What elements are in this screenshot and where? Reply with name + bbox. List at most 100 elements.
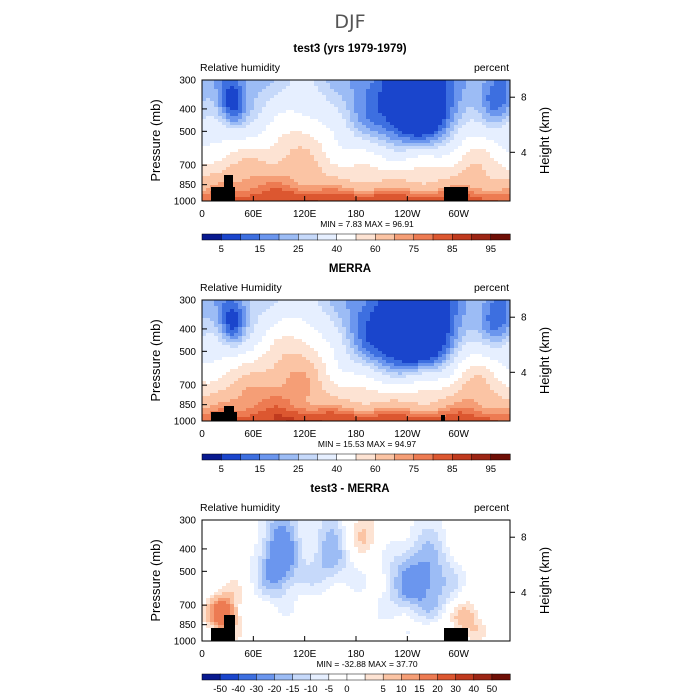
field-cell (422, 158, 427, 162)
field-cell (426, 80, 431, 84)
field-cell (350, 104, 355, 108)
field-cell (326, 101, 331, 105)
field-cell (206, 164, 211, 168)
field-cell (478, 107, 483, 111)
field-cell (378, 164, 383, 168)
field-cell (266, 197, 271, 201)
field-cell (370, 155, 375, 159)
field-cell (354, 131, 359, 135)
field-cell (378, 113, 383, 117)
field-cell (354, 351, 359, 355)
field-cell (466, 107, 471, 111)
field-cell (482, 98, 487, 102)
field-cell (346, 417, 351, 421)
field-cell (386, 146, 391, 150)
field-cell (434, 116, 439, 120)
field-cell (390, 80, 395, 84)
field-cell (354, 348, 359, 352)
field-cell (274, 110, 279, 114)
field-cell (290, 336, 295, 340)
field-cell (366, 327, 371, 331)
field-cell (498, 89, 503, 93)
field-cell (302, 324, 307, 328)
field-cell (426, 98, 431, 102)
field-cell (278, 393, 283, 397)
field-cell (358, 375, 363, 379)
field-cell (230, 387, 235, 391)
field-cell (366, 417, 371, 421)
field-cell (370, 333, 375, 337)
field-cell (318, 110, 323, 114)
field-cell (250, 342, 255, 346)
field-cell (258, 309, 263, 313)
field-cell (258, 80, 263, 84)
field-cell (298, 89, 303, 93)
field-cell (414, 197, 419, 201)
field-cell (274, 360, 279, 364)
field-cell (402, 149, 407, 153)
field-cell (338, 348, 343, 352)
field-cell (478, 95, 483, 99)
field-cell (294, 110, 299, 114)
field-cell (474, 149, 479, 153)
field-cell (402, 80, 407, 84)
field-cell (386, 89, 391, 93)
field-cell (318, 107, 323, 111)
field-cell (262, 318, 267, 322)
field-cell (346, 309, 351, 313)
field-cell (414, 140, 419, 144)
field-cell (458, 143, 463, 147)
field-cell (238, 321, 243, 325)
field-cell (206, 107, 211, 111)
field-cell (362, 143, 367, 147)
field-cell (274, 345, 279, 349)
field-cell (310, 375, 315, 379)
field-cell (270, 86, 275, 90)
field-cell (386, 194, 391, 198)
field-cell (210, 336, 215, 340)
field-cell (258, 357, 263, 361)
field-cell (426, 194, 431, 198)
field-cell (330, 324, 335, 328)
field-cell (406, 185, 411, 189)
field-cell (266, 128, 271, 132)
field-cell (378, 110, 383, 114)
field-cell (266, 158, 271, 162)
field-cell (278, 152, 283, 156)
field-cell (346, 354, 351, 358)
field-cell (338, 372, 343, 376)
field-cell (290, 411, 295, 415)
field-cell (338, 107, 343, 111)
field-cell (342, 137, 347, 141)
field-cell (434, 173, 439, 177)
field-cell (282, 176, 287, 180)
field-cell (258, 330, 263, 334)
field-cell (502, 122, 507, 126)
field-cell (446, 149, 451, 153)
field-cell (274, 366, 279, 370)
field-cell (358, 300, 363, 304)
field-cell (266, 89, 271, 93)
field-cell (378, 89, 383, 93)
field-cell (450, 161, 455, 165)
field-cell (210, 363, 215, 367)
field-cell (202, 384, 207, 388)
field-cell (242, 402, 247, 406)
field-cell (286, 309, 291, 313)
field-cell (466, 101, 471, 105)
field-cell (482, 89, 487, 93)
field-cell (278, 146, 283, 150)
field-cell (246, 110, 251, 114)
field-cell (382, 98, 387, 102)
field-cell (350, 393, 355, 397)
field-cell (230, 402, 235, 406)
field-cell (250, 396, 255, 400)
field-cell (278, 381, 283, 385)
field-cell (318, 182, 323, 186)
field-cell (358, 98, 363, 102)
field-cell (250, 134, 255, 138)
field-cell (242, 164, 247, 168)
field-cell (266, 125, 271, 129)
field-cell (298, 348, 303, 352)
field-cell (402, 86, 407, 90)
